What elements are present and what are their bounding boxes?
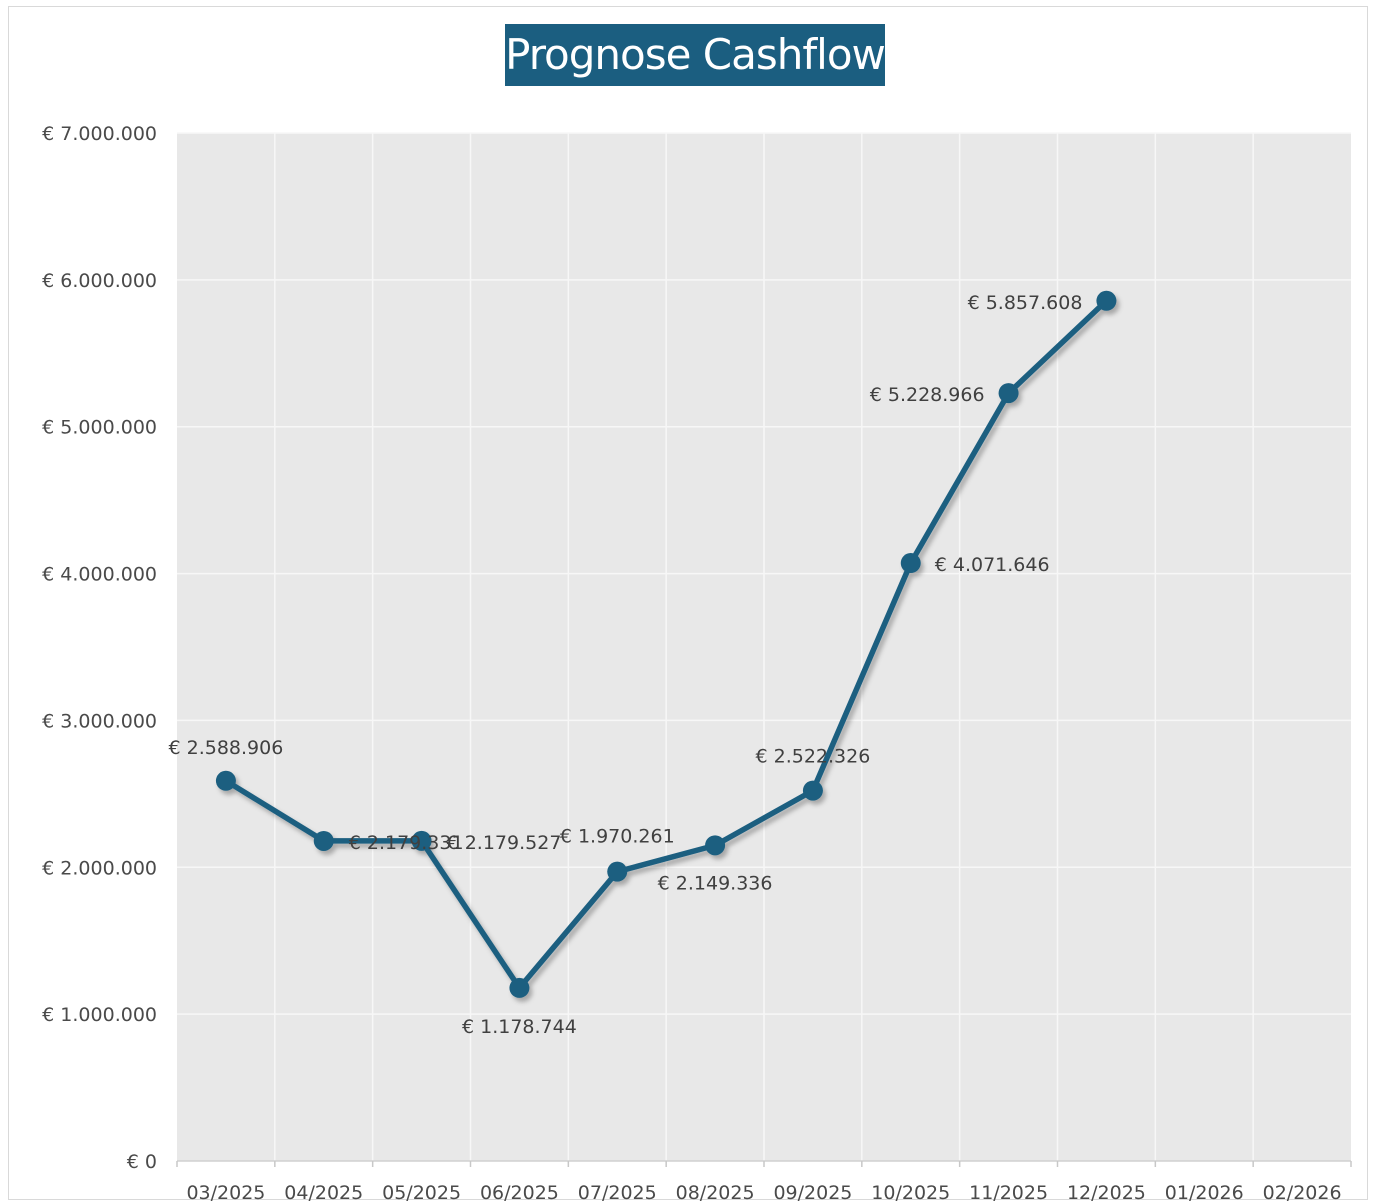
chart-title: Prognose Cashflow [505,24,886,86]
y-tick-label: € 3.000.000 [42,710,157,732]
y-tick-label: € 0 [127,1151,157,1173]
y-tick-label: € 6.000.000 [42,270,157,292]
data-label: € 5.228.966 [870,384,985,406]
series-layer [215,290,1117,998]
x-tick-label: 10/2025 [871,1182,950,1203]
data-label: € 4.071.646 [935,554,1050,576]
y-tick-label: € 2.000.000 [42,857,157,879]
x-tick-label: 02/2026 [1263,1182,1342,1203]
data-point [705,835,726,856]
x-tick-label: 08/2025 [676,1182,755,1203]
data-label: € 2.179.527 [447,832,562,854]
data-label: € 1.178.744 [462,1016,577,1038]
x-tick-label: 12/2025 [1067,1182,1146,1203]
data-point [215,770,236,791]
data-label: € 2.522.326 [756,746,871,768]
y-tick-label: € 5.000.000 [42,417,157,439]
data-point [607,861,628,882]
y-tick-label: € 4.000.000 [42,564,157,586]
y-tick-label: € 1.000.000 [42,1004,157,1026]
data-point [313,830,334,851]
data-label: € 5.857.608 [968,292,1083,314]
data-point [900,553,921,574]
x-tick-label: 11/2025 [969,1182,1048,1203]
x-tick-label: 06/2025 [480,1182,559,1203]
data-point [802,780,823,801]
data-point [1096,290,1117,311]
series-line [223,298,1110,991]
x-tick-label: 07/2025 [578,1182,657,1203]
axes: € 0 € 1.000.000 € 2.000.000 € 3.000.000 € 4.… [42,123,1352,1203]
data-point [411,830,432,851]
data-label: € 2.588.906 [169,737,284,759]
data-label: € 1.970.261 [560,826,675,848]
data-point [509,977,530,998]
x-tick-label: 03/2025 [186,1182,265,1203]
x-tick-label: 04/2025 [284,1182,363,1203]
x-tick-label: 05/2025 [382,1182,461,1203]
x-tick-label: 09/2025 [773,1182,852,1203]
gridlines [177,132,1351,1161]
data-point [998,383,1019,404]
x-tick-label: 01/2026 [1165,1182,1244,1203]
data-label: € 2.179.331 [349,832,464,854]
y-tick-label: € 7.000.000 [42,123,157,145]
data-label: € 2.149.336 [658,872,773,894]
data-labels: € 2.588.906 € 2.179.331€ 2.179.527 € 1.178… [169,292,1083,1038]
